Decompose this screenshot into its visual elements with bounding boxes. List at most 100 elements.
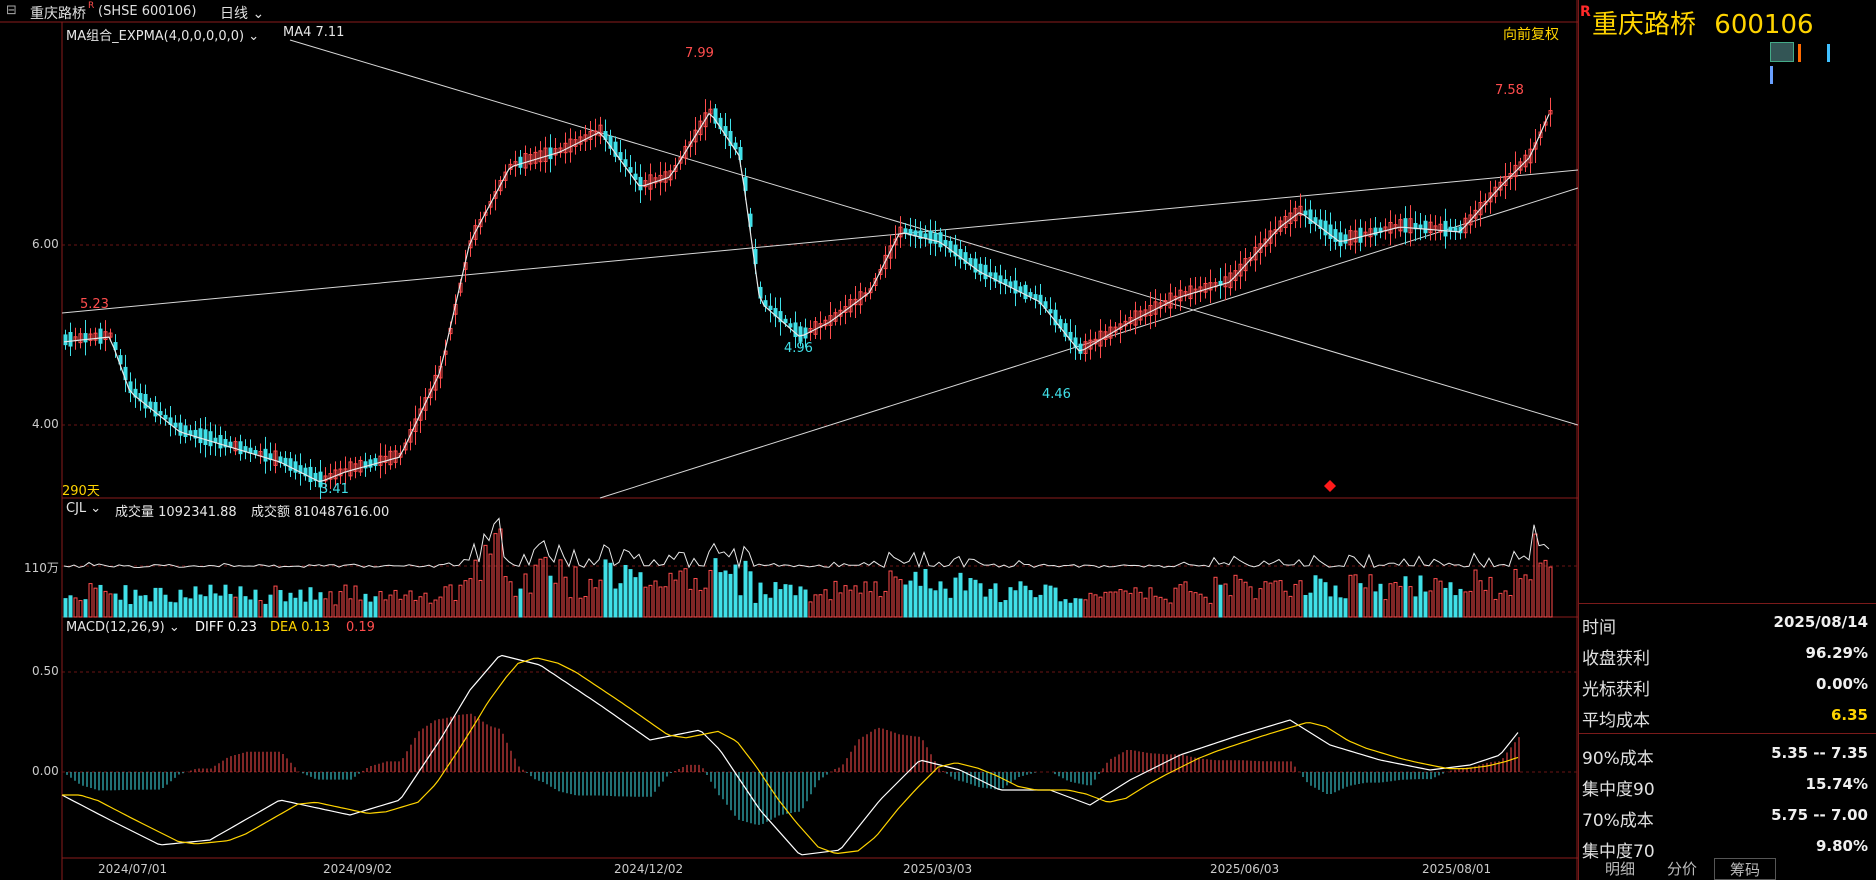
volume-bar bbox=[288, 592, 293, 618]
volume-bar bbox=[103, 590, 108, 618]
list-icon[interactable] bbox=[1770, 66, 1795, 84]
volume-bar bbox=[1188, 591, 1193, 618]
volume-bar bbox=[1083, 599, 1088, 618]
volume-bar bbox=[568, 597, 573, 618]
tab-label: 明细 bbox=[1604, 860, 1635, 878]
macd-selector[interactable]: MACD(12,26,9) ⌄ bbox=[66, 620, 180, 635]
menu-icon[interactable]: ⊟ bbox=[6, 3, 17, 18]
volume-bar bbox=[1143, 597, 1148, 618]
candle-body bbox=[413, 418, 418, 433]
candle-body bbox=[403, 442, 408, 451]
period-selector[interactable]: 日线 ⌄ bbox=[220, 3, 264, 23]
candle-body bbox=[368, 459, 373, 468]
candle-body bbox=[983, 264, 988, 280]
volume-bar bbox=[558, 559, 563, 618]
volume-bar bbox=[613, 588, 618, 618]
candle-body bbox=[1428, 221, 1433, 234]
tab-price-split[interactable]: 分价 bbox=[1652, 858, 1712, 878]
volume-bar bbox=[638, 572, 643, 618]
candle-body bbox=[703, 112, 708, 128]
candle-body bbox=[1453, 227, 1458, 232]
chevron-down-icon: ⌄ bbox=[164, 620, 180, 635]
volume-bar bbox=[1538, 562, 1543, 618]
volume-bar bbox=[273, 585, 278, 618]
volume-bar bbox=[1253, 598, 1258, 618]
volume-bar bbox=[1368, 574, 1373, 618]
kline-chart[interactable] bbox=[0, 0, 1578, 880]
candle-body bbox=[613, 141, 618, 157]
candle-body bbox=[528, 154, 533, 165]
cjl-selector[interactable]: CJL ⌄ bbox=[66, 501, 101, 516]
volume-bar bbox=[438, 596, 443, 618]
candle-body bbox=[638, 176, 643, 191]
fire-icon[interactable] bbox=[1798, 44, 1823, 62]
volume-bar bbox=[433, 599, 438, 618]
volume-bar bbox=[988, 588, 993, 618]
volume-bar bbox=[968, 578, 973, 618]
amount-value: 成交额 810487616.00 bbox=[251, 505, 390, 520]
tab-chips[interactable]: 筹码 bbox=[1714, 858, 1776, 880]
chevron-down-icon: ⌄ bbox=[86, 501, 102, 516]
candle-body bbox=[358, 459, 363, 473]
volume-bar bbox=[908, 580, 913, 618]
volume-bar bbox=[253, 589, 258, 618]
volume-bar bbox=[1008, 587, 1013, 618]
volume-bar bbox=[938, 581, 943, 618]
candle-body bbox=[1323, 220, 1328, 236]
volume-bar bbox=[1333, 585, 1338, 618]
volume-bar bbox=[1373, 591, 1378, 618]
volume-bar bbox=[653, 580, 658, 618]
volume-bar bbox=[563, 576, 568, 618]
volume-value: 成交量 1092341.88 bbox=[115, 505, 237, 520]
stat-row-conc-70: 集中度70 9.80% bbox=[1580, 831, 1872, 862]
indicator-selector[interactable]: MA组合_EXPMA(4,0,0,0,0,0) ⌄ bbox=[66, 25, 259, 44]
volume-bar bbox=[1318, 578, 1323, 618]
volume-bar bbox=[948, 597, 953, 618]
candle-body bbox=[1223, 276, 1228, 288]
volume-bar bbox=[213, 593, 218, 618]
volume-bar bbox=[1353, 574, 1358, 618]
stat-value: 6.35 bbox=[1830, 706, 1868, 724]
date-label: 2024/07/01 bbox=[98, 862, 168, 876]
candle-body bbox=[68, 331, 73, 347]
candle-body bbox=[1448, 226, 1453, 232]
candle-body bbox=[1028, 292, 1033, 297]
volume-bar bbox=[368, 601, 373, 618]
stat-row-avg-cost: 平均成本 6.35 bbox=[1580, 700, 1872, 731]
volume-bar bbox=[878, 596, 883, 618]
volume-bar bbox=[478, 579, 483, 618]
candle-body bbox=[803, 327, 808, 339]
low-annotation: 3.41 bbox=[320, 482, 349, 497]
candle-body bbox=[1523, 154, 1528, 168]
flag-icon[interactable] bbox=[1827, 44, 1852, 62]
adjust-mode[interactable]: 向前复权 bbox=[1503, 27, 1559, 43]
candle-body bbox=[728, 130, 733, 147]
volume-bar bbox=[933, 590, 938, 618]
candle-body bbox=[993, 272, 998, 282]
candle-body bbox=[1403, 218, 1408, 233]
volume-bar bbox=[1308, 592, 1313, 618]
volume-bar bbox=[88, 583, 93, 618]
candle-body bbox=[1443, 220, 1448, 237]
volume-bar bbox=[1388, 583, 1393, 618]
volume-bar bbox=[643, 586, 648, 618]
volume-bar bbox=[1463, 591, 1468, 618]
volume-bar bbox=[1128, 592, 1133, 618]
candle-body bbox=[188, 430, 193, 436]
candle-body bbox=[293, 461, 298, 473]
candle-body bbox=[353, 463, 358, 472]
volume-bar bbox=[1023, 585, 1028, 618]
period-label: 日线 bbox=[220, 6, 248, 22]
volume-bar bbox=[1398, 585, 1403, 618]
candle-body bbox=[473, 225, 478, 240]
stat-row-close-profit: 收盘获利 96.29% bbox=[1580, 638, 1872, 669]
tab-detail[interactable]: 明细 bbox=[1590, 858, 1650, 878]
candle-body bbox=[93, 332, 98, 341]
stat-value: 0.00% bbox=[1815, 675, 1868, 693]
volume-bar bbox=[893, 576, 898, 618]
candle-body bbox=[793, 322, 798, 338]
candle-body bbox=[488, 201, 493, 208]
candle-body bbox=[673, 165, 678, 172]
candle-body bbox=[388, 450, 393, 466]
chip-view-icon[interactable] bbox=[1770, 42, 1794, 62]
